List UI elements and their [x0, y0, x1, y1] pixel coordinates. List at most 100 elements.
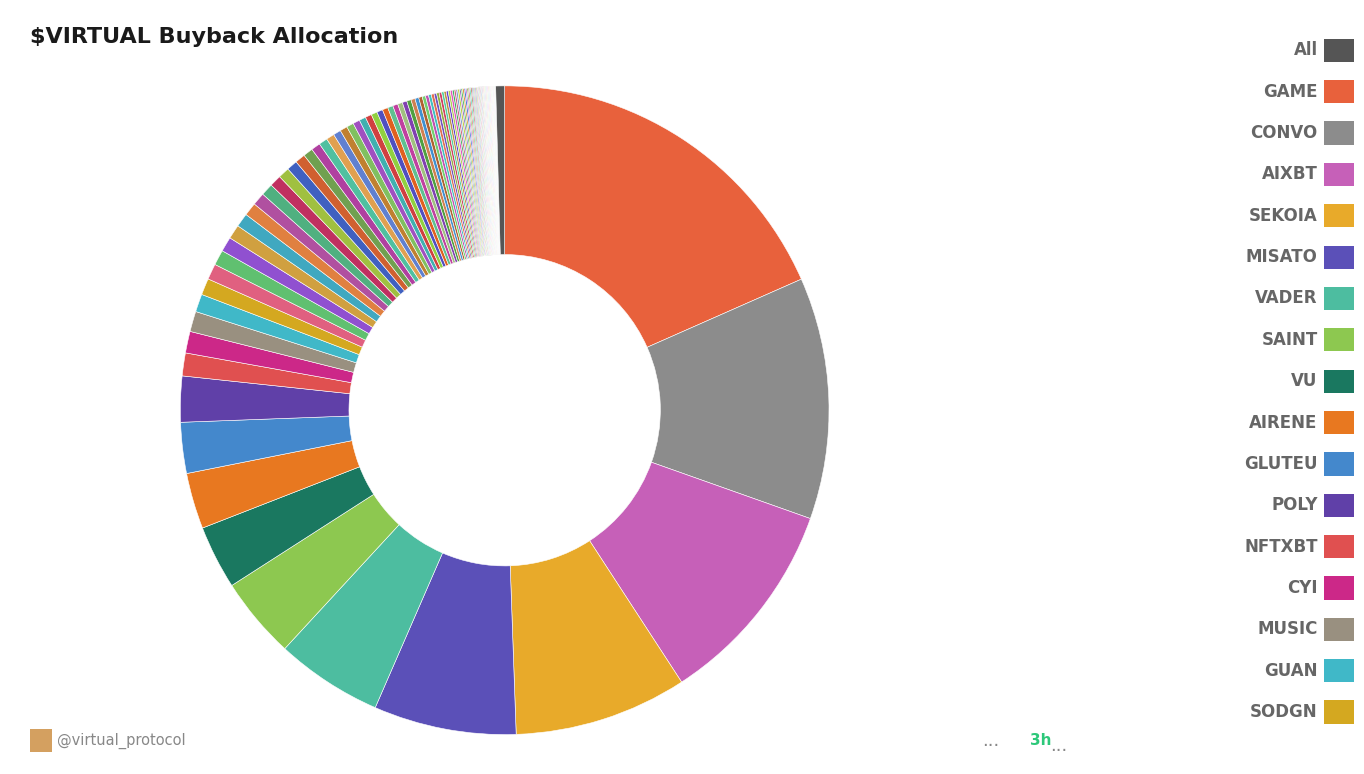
Wedge shape	[353, 120, 435, 272]
Wedge shape	[466, 88, 487, 255]
Wedge shape	[476, 87, 491, 255]
Wedge shape	[492, 86, 499, 255]
Wedge shape	[473, 87, 491, 255]
Wedge shape	[495, 86, 501, 255]
Wedge shape	[216, 251, 370, 341]
Wedge shape	[449, 91, 479, 257]
Wedge shape	[492, 86, 499, 255]
Wedge shape	[232, 495, 400, 649]
Wedge shape	[434, 93, 472, 259]
Wedge shape	[237, 214, 381, 322]
Wedge shape	[492, 86, 499, 255]
Wedge shape	[494, 86, 499, 255]
Wedge shape	[472, 87, 490, 255]
Wedge shape	[334, 131, 426, 278]
Wedge shape	[195, 294, 359, 363]
Wedge shape	[371, 112, 443, 269]
Wedge shape	[483, 87, 494, 255]
Wedge shape	[186, 331, 353, 382]
Wedge shape	[486, 87, 495, 255]
Wedge shape	[488, 86, 496, 255]
Wedge shape	[491, 86, 498, 255]
Wedge shape	[406, 100, 460, 262]
Text: POLY: POLY	[1271, 496, 1318, 514]
Wedge shape	[495, 86, 501, 255]
Wedge shape	[202, 279, 363, 354]
Wedge shape	[456, 89, 481, 256]
Wedge shape	[366, 115, 441, 269]
Wedge shape	[263, 185, 393, 307]
Wedge shape	[486, 87, 495, 255]
Wedge shape	[190, 311, 356, 372]
Wedge shape	[477, 87, 492, 255]
Text: CYI: CYI	[1288, 579, 1318, 597]
Text: AIRENE: AIRENE	[1249, 413, 1318, 432]
Wedge shape	[398, 102, 456, 263]
Wedge shape	[446, 91, 477, 257]
Wedge shape	[495, 86, 505, 255]
Wedge shape	[491, 86, 498, 255]
Wedge shape	[376, 110, 446, 267]
Wedge shape	[486, 87, 496, 255]
Wedge shape	[647, 279, 829, 519]
Wedge shape	[443, 91, 476, 257]
Wedge shape	[254, 194, 389, 311]
Text: All: All	[1293, 41, 1318, 60]
Wedge shape	[490, 86, 498, 255]
Wedge shape	[484, 87, 495, 255]
Wedge shape	[479, 87, 492, 255]
Wedge shape	[419, 97, 465, 260]
Wedge shape	[231, 226, 376, 327]
Wedge shape	[461, 89, 484, 256]
Wedge shape	[469, 87, 488, 255]
Text: @virtual_protocol: @virtual_protocol	[57, 733, 186, 748]
Wedge shape	[442, 91, 476, 258]
Wedge shape	[491, 86, 498, 255]
Wedge shape	[471, 87, 488, 255]
Wedge shape	[346, 123, 432, 274]
Wedge shape	[491, 86, 498, 255]
Wedge shape	[246, 204, 385, 317]
Wedge shape	[393, 104, 453, 264]
Wedge shape	[490, 86, 498, 255]
Wedge shape	[490, 86, 498, 255]
Wedge shape	[505, 86, 802, 348]
Wedge shape	[304, 149, 412, 288]
Wedge shape	[495, 86, 501, 255]
Text: SEKOIA: SEKOIA	[1249, 207, 1318, 224]
Wedge shape	[487, 87, 496, 255]
Wedge shape	[431, 94, 471, 259]
Wedge shape	[492, 86, 499, 255]
Wedge shape	[222, 238, 372, 334]
Wedge shape	[483, 87, 495, 255]
Text: 3h: 3h	[1030, 733, 1052, 748]
Wedge shape	[341, 127, 428, 276]
Wedge shape	[492, 86, 499, 255]
Wedge shape	[494, 86, 499, 255]
Wedge shape	[462, 88, 486, 256]
Wedge shape	[494, 86, 499, 255]
Wedge shape	[460, 89, 484, 256]
Wedge shape	[479, 87, 492, 255]
Text: $VIRTUAL Buyback Allocation: $VIRTUAL Buyback Allocation	[30, 27, 398, 47]
Wedge shape	[494, 86, 499, 255]
Wedge shape	[288, 162, 405, 294]
Wedge shape	[426, 95, 468, 259]
Wedge shape	[494, 86, 499, 255]
Wedge shape	[481, 87, 494, 255]
Wedge shape	[439, 92, 475, 258]
Wedge shape	[454, 90, 481, 256]
Wedge shape	[457, 89, 483, 256]
Text: MISATO: MISATO	[1245, 248, 1318, 266]
Wedge shape	[183, 353, 352, 394]
Wedge shape	[475, 87, 491, 255]
Wedge shape	[285, 525, 442, 707]
Wedge shape	[411, 98, 461, 261]
Wedge shape	[464, 88, 486, 255]
Wedge shape	[450, 90, 480, 257]
Text: SODGN: SODGN	[1249, 703, 1318, 721]
Wedge shape	[428, 94, 469, 259]
Wedge shape	[296, 156, 408, 291]
Wedge shape	[488, 86, 496, 255]
Wedge shape	[415, 98, 464, 261]
